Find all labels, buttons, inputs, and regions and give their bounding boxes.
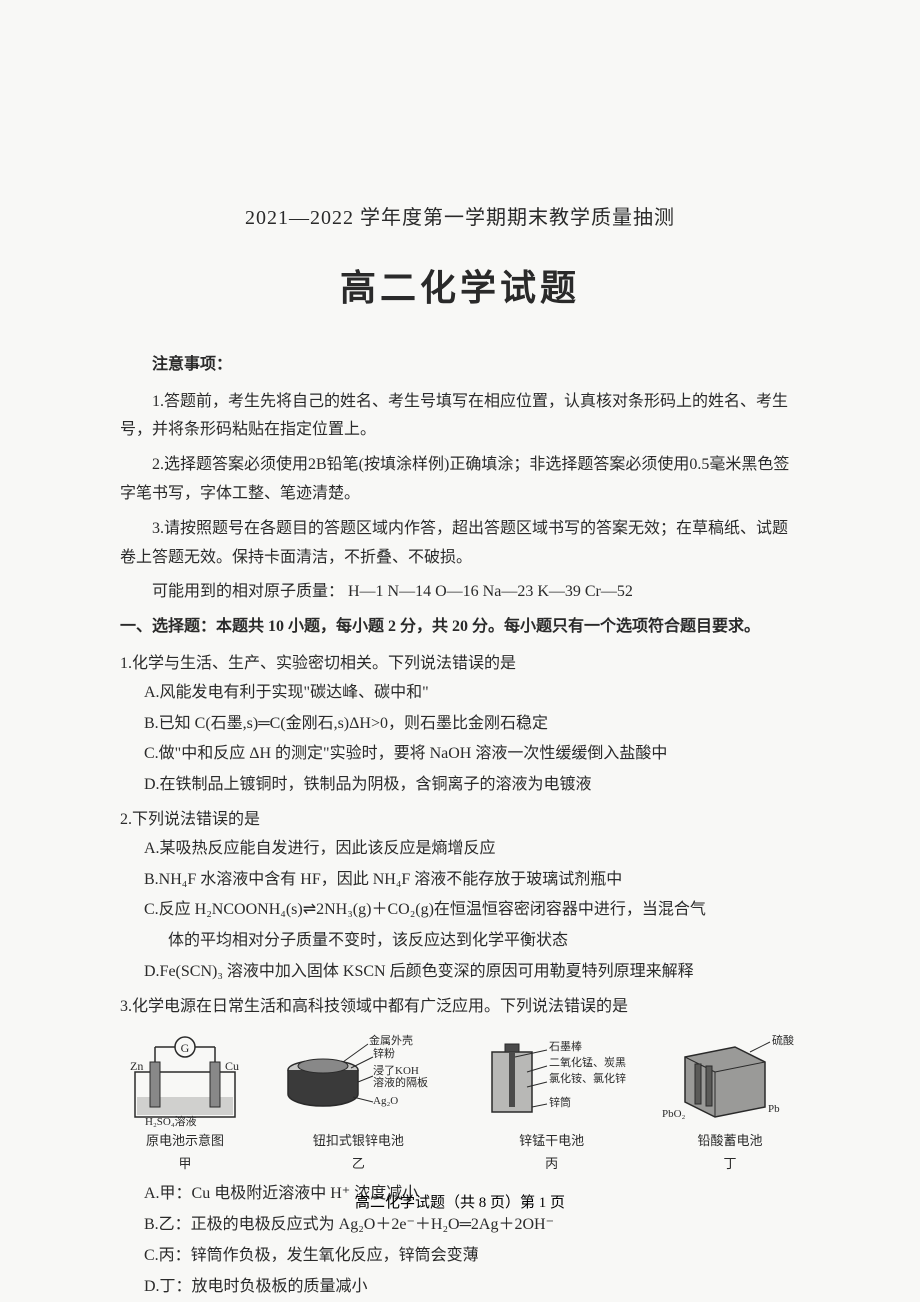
svg-text:Cu: Cu [225,1059,239,1073]
fig4-sublabel: 丁 [723,1152,736,1175]
dry-cell-icon: 石墨棒 二氧化锰、炭黑 氯化铵、氯化锌 锌筒 [467,1032,637,1127]
q3-option-c: C.丙：锌筒作负极，发生氧化反应，锌筒会变薄 [120,1242,800,1271]
q1-option-d: D.在铁制品上镀铜时，铁制品为阴极，含铜离子的溶液为电镀液 [120,771,800,800]
figure-4-lead-acid: 硫酸 PbO₂ Pb 铅酸蓄电池 丁 [660,1032,800,1176]
svg-text:硫酸: 硫酸 [772,1033,794,1047]
exam-page: 2021—2022 学年度第一学期期末教学质量抽测 高二化学试题 注意事项： 1… [0,0,920,1302]
semester-line: 2021—2022 学年度第一学期期末教学质量抽测 [120,200,800,236]
notice-item-3: 3.请按照题号在各题目的答题区域内作答，超出答题区域书写的答案无效；在草稿纸、试… [120,515,800,573]
svg-text:氯化铵、氯化锌: 氯化铵、氯化锌 [549,1071,626,1085]
svg-text:Pb: Pb [768,1103,780,1115]
page-footer: 高二化学试题（共 8 页）第 1 页 [0,1191,920,1212]
section-1-heading: 一、选择题：本题共 10 小题，每小题 2 分，共 20 分。每小题只有一个选项… [120,613,800,642]
figure-2-button-cell: 金属外壳 锌粉 浸了KOH 溶液的隔板 Ag₂O 钮扣式银锌电池 乙 [273,1032,443,1176]
q2-option-c-cont: 体的平均相对分子质量不变时，该反应达到化学平衡状态 [120,927,800,956]
q3-option-b: B.乙：正极的电极反应式为 Ag₂O＋2e⁻＋H₂O═2Ag＋2OH⁻ [120,1211,800,1240]
svg-text:锌粉: 锌粉 [373,1046,395,1060]
fig3-sublabel: 丙 [545,1152,558,1175]
question-3: 3.化学电源在日常生活和高科技领域中都有广泛应用。下列说法错误的是 G Zn C… [120,993,800,1302]
figure-1-galvanic-cell: G Zn Cu H₂SO₄溶液 原电池示意图 甲 [120,1032,250,1176]
lead-acid-icon: 硫酸 PbO₂ Pb [660,1032,800,1127]
notice-item-2: 2.选择题答案必须使用2B铅笔(按填涂样例)正确填涂；非选择题答案必须使用0.5… [120,451,800,509]
figures-row: G Zn Cu H₂SO₄溶液 原电池示意图 甲 金属外壳 锌粉 [120,1032,800,1176]
figure-3-dry-cell: 石墨棒 二氧化锰、炭黑 氯化铵、氯化锌 锌筒 锌锰干电池 丙 [467,1032,637,1176]
q1-stem: 1.化学与生活、生产、实验密切相关。下列说法错误的是 [120,650,800,679]
fig3-caption: 锌锰干电池 [519,1129,584,1152]
q2-stem: 2.下列说法错误的是 [120,806,800,835]
q2-option-b: B.NH₄F 水溶液中含有 HF，因此 NH₄F 溶液不能存放于玻璃试剂瓶中 [120,866,800,895]
q3-option-d: D.丁：放电时负极板的质量减小 [120,1273,800,1302]
button-cell-icon: 金属外壳 锌粉 浸了KOH 溶液的隔板 Ag₂O [273,1032,443,1127]
svg-text:石墨棒: 石墨棒 [549,1039,582,1053]
fig1-caption: 原电池示意图 [146,1129,224,1152]
fig2-sublabel: 乙 [352,1152,365,1175]
svg-text:PbO₂: PbO₂ [662,1108,686,1120]
svg-text:浸了KOH: 浸了KOH [373,1064,419,1077]
q1-option-a: A.风能发电有利于实现"碳达峰、碳中和" [120,679,800,708]
question-2: 2.下列说法错误的是 A.某吸热反应能自发进行，因此该反应是熵增反应 B.NH₄… [120,806,800,987]
question-1: 1.化学与生活、生产、实验密切相关。下列说法错误的是 A.风能发电有利于实现"碳… [120,650,800,800]
q2-option-d: D.Fe(SCN)₃ 溶液中加入固体 KSCN 后颜色变深的原因可用勒夏特列原理… [120,958,800,987]
galvanic-cell-icon: G Zn Cu H₂SO₄溶液 [120,1032,250,1127]
notice-heading: 注意事项： [120,351,800,380]
q1-option-c: C.做"中和反应 ΔH 的测定"实验时，要将 NaOH 溶液一次性缓缓倒入盐酸中 [120,740,800,769]
q2-option-c: C.反应 H₂NCOONH₄(s)⇌2NH₃(g)＋CO₂(g)在恒温恒容密闭容… [120,896,800,925]
svg-text:Zn: Zn [130,1059,143,1073]
fig1-sublabel: 甲 [178,1152,191,1175]
svg-text:溶液的隔板: 溶液的隔板 [373,1075,428,1089]
fig4-caption: 铅酸蓄电池 [697,1129,762,1152]
fig2-caption: 钮扣式银锌电池 [313,1129,404,1152]
q2-option-a: A.某吸热反应能自发进行，因此该反应是熵增反应 [120,835,800,864]
svg-text:金属外壳: 金属外壳 [369,1033,413,1047]
q3-stem: 3.化学电源在日常生活和高科技领域中都有广泛应用。下列说法错误的是 [120,993,800,1022]
svg-text:H₂SO₄溶液: H₂SO₄溶液 [145,1114,197,1127]
svg-text:锌筒: 锌筒 [549,1095,571,1109]
svg-text:二氧化锰、炭黑: 二氧化锰、炭黑 [549,1055,626,1069]
svg-text:Ag₂O: Ag₂O [373,1095,398,1107]
main-title: 高二化学试题 [120,256,800,321]
svg-text:G: G [181,1041,190,1055]
notice-item-1: 1.答题前，考生先将自己的姓名、考生号填写在相应位置，认真核对条形码上的姓名、考… [120,388,800,446]
q1-option-b: B.已知 C(石墨,s)═C(金刚石,s)ΔH>0，则石墨比金刚石稳定 [120,710,800,739]
atomic-mass-line: 可能用到的相对原子质量： H—1 N—14 O—16 Na—23 K—39 Cr… [120,578,800,607]
